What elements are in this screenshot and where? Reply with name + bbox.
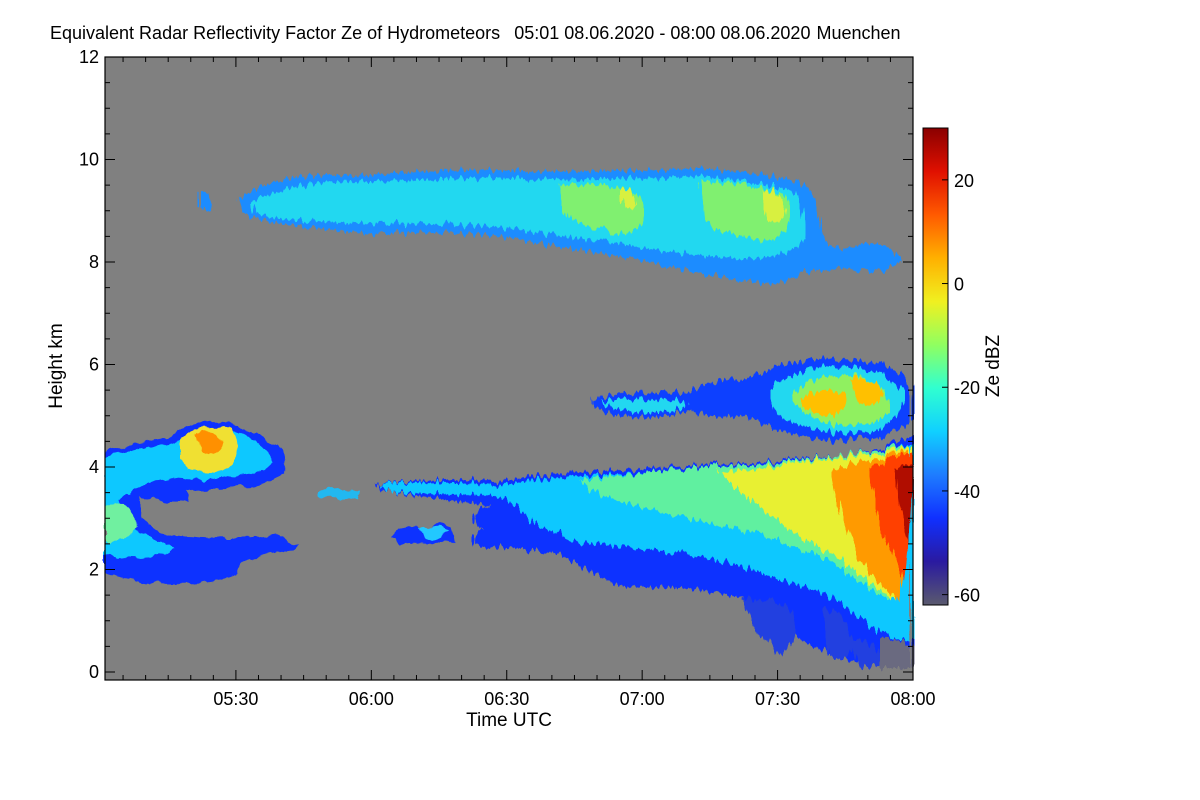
y-tick-label: 8 — [89, 252, 99, 272]
echo-2p7km-core — [420, 525, 450, 540]
location: Muenchen — [816, 23, 900, 43]
precip-blue-tail — [740, 598, 885, 668]
cirrus-layer — [200, 168, 902, 286]
cirrus-highlights — [560, 181, 791, 240]
x-tick-label: 06:00 — [349, 689, 394, 709]
x-tick-label: 07:00 — [620, 689, 665, 709]
y-tick-label: 2 — [89, 560, 99, 580]
echo-3p5km-a — [318, 488, 360, 499]
colorbar: 20 0 -20 -40 -60 Ze dBZ — [922, 127, 1004, 606]
early-orange — [196, 432, 224, 455]
colorbar-tick-label: -40 — [954, 482, 980, 502]
echo-field — [105, 168, 912, 668]
mid-bright — [800, 377, 884, 416]
precip-surface-gray — [880, 638, 912, 668]
mid-level-layer — [591, 358, 912, 441]
y-tick-label: 4 — [89, 457, 99, 477]
title-text: Equivalent Radar Reflectivity Factor Ze … — [50, 23, 500, 43]
cirrus-bright-streaks — [620, 189, 786, 223]
y-tick-label: 0 — [89, 662, 99, 682]
x-axis: 05:30 06:00 06:30 07:00 07:30 08:00 — [122, 57, 936, 709]
y-axis: 0 2 4 6 8 10 12 — [79, 47, 913, 682]
precip-darkred — [896, 462, 912, 545]
colorbar-tick-label: -60 — [954, 586, 980, 606]
chart-title: Equivalent Radar Reflectivity Factor Ze … — [50, 23, 901, 43]
x-tick-label: 06:30 — [484, 689, 529, 709]
y-tick-label: 6 — [89, 355, 99, 375]
x-axis-title: Time UTC — [466, 710, 552, 731]
axes: 05:30 06:00 06:30 07:00 07:30 08:00 0 2 4 6 8 10 12… — [46, 47, 936, 731]
early-green — [105, 503, 138, 542]
colorbar-ramp — [922, 127, 949, 606]
x-tick-label: 07:30 — [755, 689, 800, 709]
colorbar-tick-label: 0 — [954, 275, 964, 295]
colorbar-tick-label: 20 — [954, 171, 974, 191]
time-period: 05:01 08.06.2020 - 08:00 08.06.2020 — [514, 23, 810, 43]
plot-frame — [104, 56, 914, 681]
y-tick-label: 10 — [79, 150, 99, 170]
colorbar-tick-label: -20 — [954, 378, 980, 398]
early-low-cloud — [105, 421, 298, 584]
x-tick-label: 08:00 — [890, 689, 935, 709]
precipitating-layer — [375, 436, 912, 668]
x-tick-label: 05:30 — [213, 689, 258, 709]
y-axis-title: Height km — [46, 323, 67, 409]
colorbar-ticks: 20 0 -20 -40 -60 — [942, 171, 980, 606]
y-tick-label: 12 — [79, 47, 99, 67]
scattered-echoes — [318, 488, 456, 544]
cirrus-core — [250, 176, 807, 260]
colorbar-title: Ze dBZ — [983, 334, 1004, 397]
